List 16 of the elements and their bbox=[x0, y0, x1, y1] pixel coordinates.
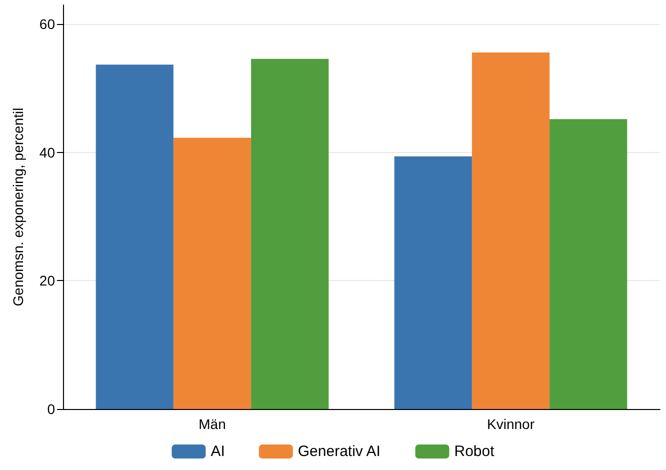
bar bbox=[173, 138, 252, 409]
bar bbox=[550, 119, 628, 409]
legend-label: Generativ AI bbox=[298, 443, 380, 460]
bar bbox=[96, 64, 174, 409]
x-tick-label: Kvinnor bbox=[487, 416, 535, 432]
bar bbox=[394, 156, 472, 409]
y-tick-label: 40 bbox=[39, 144, 56, 160]
x-tick-label: Män bbox=[198, 416, 226, 432]
legend-label: Robot bbox=[454, 443, 496, 460]
y-tick-label: 20 bbox=[39, 272, 56, 289]
y-tick-label: 60 bbox=[39, 16, 56, 32]
y-tick-label: 0 bbox=[47, 401, 56, 417]
y-axis-title: Genomsn. exponering, percentil bbox=[10, 108, 26, 306]
legend-label: AI bbox=[210, 443, 225, 460]
bar bbox=[472, 52, 550, 409]
bar bbox=[251, 58, 329, 409]
